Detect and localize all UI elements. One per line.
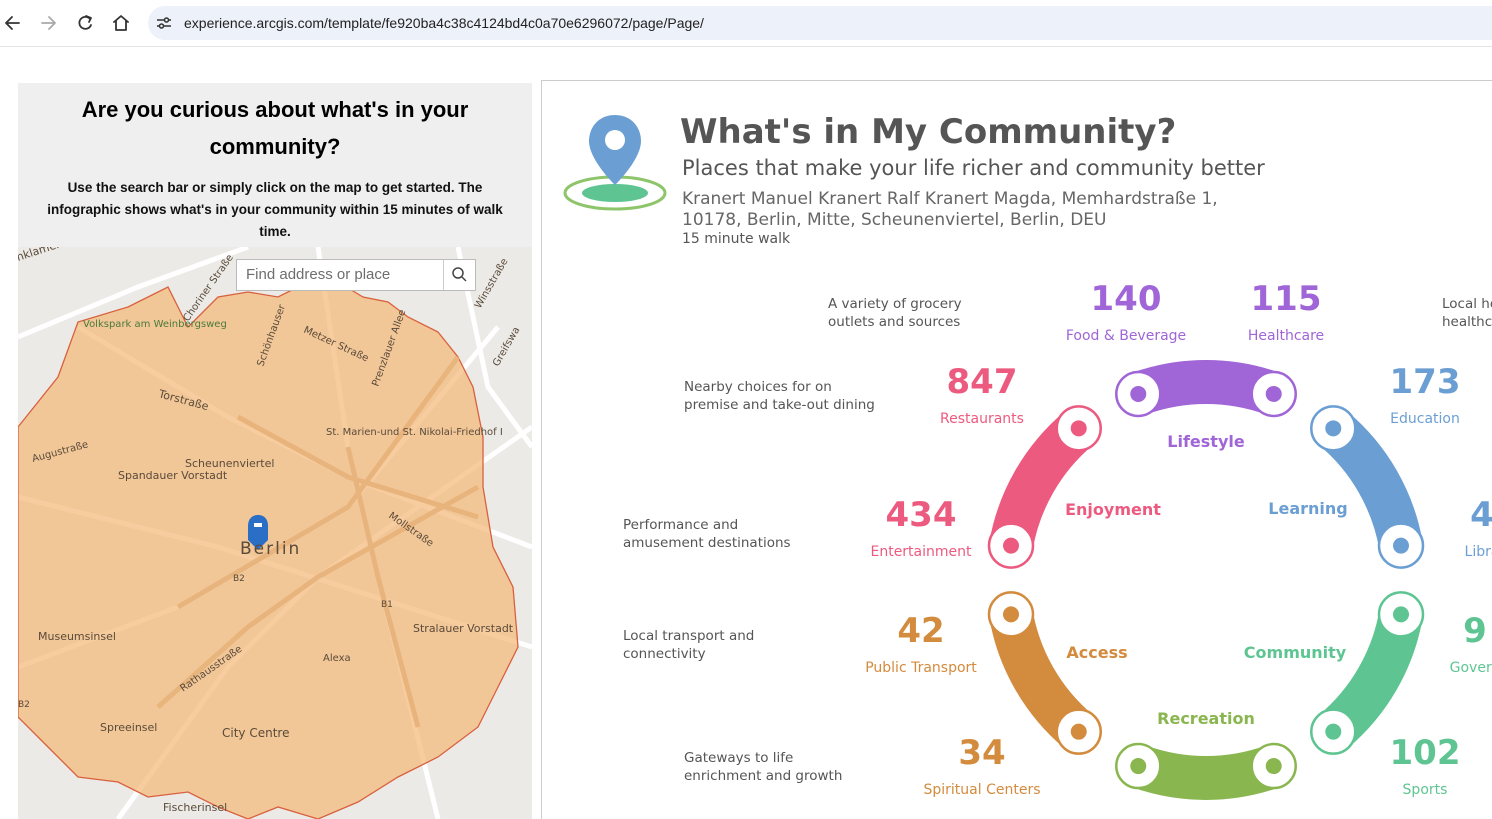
map-label: Volkspark am Weinbergsweg [83,319,227,330]
infographic-panel: What's in My Community? Places that make … [541,80,1492,819]
map[interactable]: nklamer StraßVolkspark am WeinbergswegCh… [18,247,532,819]
stat-label: Govern [1450,660,1492,676]
description-line: enrichment and growth [684,768,842,784]
description-line: premise and take-out dining [684,397,875,413]
infographic: What's in My Community? Places that make … [563,112,1492,800]
icon-glyph [1070,723,1087,740]
area-roads [156,355,480,728]
back-button[interactable] [5,16,20,30]
map-label: Berlin [240,539,301,559]
stat-value: 102 [1390,733,1461,773]
stat-label: Entertainment [870,544,972,560]
icon-glyph [1070,420,1087,437]
stat-value: 115 [1251,279,1322,319]
reload-button[interactable] [78,15,92,30]
group-label: Enjoyment [1065,500,1161,519]
stat-label: Libra [1465,544,1492,560]
description-line: Gateways to life [684,750,793,766]
group-label: Access [1066,643,1127,662]
map-label: Alexa [323,653,351,664]
stat-value: 42 [897,611,944,651]
icon-glyph [1003,606,1020,623]
icon-glyph [1130,385,1147,402]
search-icon [452,267,467,282]
address-line: Kranert Manuel Kranert Ralf Kranert Magd… [682,189,1218,209]
icon-glyph [1130,758,1147,775]
description-line: Local transport and [623,628,754,644]
panel-instructions: Use the search bar or simply click on th… [47,180,503,239]
search-button[interactable] [443,260,475,290]
description-line: Local ho [1442,296,1492,312]
map-label: Museumsinsel [38,630,116,643]
location-logo [563,115,667,211]
stat-label: Education [1390,411,1460,427]
stat-value: 9 [1463,611,1487,651]
address-line: 10178, Berlin, Mitte, Scheunenviertel, B… [682,210,1106,230]
stat-value: 4 [1470,495,1492,535]
group-label: Learning [1268,499,1347,518]
map-label: City Centre [222,726,289,740]
icon-glyph [1325,420,1342,437]
panel-title: Are you curious about what's in your com… [81,97,469,159]
browser-toolbar: experience.arcgis.com/template/fe920ba4c… [0,0,1492,47]
map-label: St. Marien-und St. Nikolai-Friedhof I [326,427,503,438]
nav-buttons [5,15,129,31]
map-label: B2 [18,700,30,710]
description-line: outlets and sources [828,314,960,330]
walk-time-area[interactable] [18,281,519,819]
stat-value: 434 [886,495,957,535]
stat-label: Public Transport [865,660,977,676]
address-bar[interactable]: experience.arcgis.com/template/fe920ba4c… [148,6,1492,40]
description-line: connectivity [623,646,706,662]
stat-label: Healthcare [1248,328,1324,344]
icon-glyph [1265,758,1282,775]
icon-glyph [1392,606,1409,623]
stat-label: Sports [1403,782,1448,798]
icon-glyph [1325,723,1342,740]
map-label: Spreeinsel [100,721,157,734]
map-label: B1 [381,600,393,610]
map-label: B2 [233,574,245,584]
travel-mode: 15 minute walk [682,231,791,247]
map-pin[interactable] [248,515,268,550]
group-label: Community [1244,643,1347,662]
stat-value: 140 [1091,279,1162,319]
map-label: Fischerinsel [163,801,227,814]
stat-value: 847 [947,362,1018,402]
home-button[interactable] [113,15,129,31]
map-label: Scheunenviertel [185,457,274,470]
icon-glyph [1392,537,1409,554]
intro-panel: Are you curious about what's in your com… [18,83,532,247]
description-line: Performance and [623,517,738,533]
map-label: Stralauer Vorstadt [413,622,514,635]
stat-value: 34 [958,733,1005,773]
forward-button[interactable] [41,16,56,30]
group-label: Recreation [1157,709,1255,728]
icon-glyph [1003,537,1020,554]
group-label: Lifestyle [1167,432,1245,451]
stat-label: Spiritual Centers [923,782,1040,798]
site-info-icon[interactable] [156,16,172,30]
map-label: Spandauer Vorstadt [118,469,228,482]
description-line: healthca [1442,314,1492,330]
description-line: Nearby choices for on [684,379,832,395]
infographic-subtitle: Places that make your life richer and co… [682,156,1265,180]
stat-value: 173 [1390,362,1461,402]
search-box[interactable]: Find address or place [236,259,476,291]
stat-label: Food & Beverage [1066,328,1186,344]
search-placeholder: Find address or place [246,266,391,283]
stat-label: Restaurants [940,411,1024,427]
icon-glyph [1265,385,1282,402]
description-line: A variety of grocery [828,296,962,312]
infographic-title: What's in My Community? [680,112,1176,152]
url-text: experience.arcgis.com/template/fe920ba4c… [184,15,704,31]
description-line: amusement destinations [623,535,791,551]
